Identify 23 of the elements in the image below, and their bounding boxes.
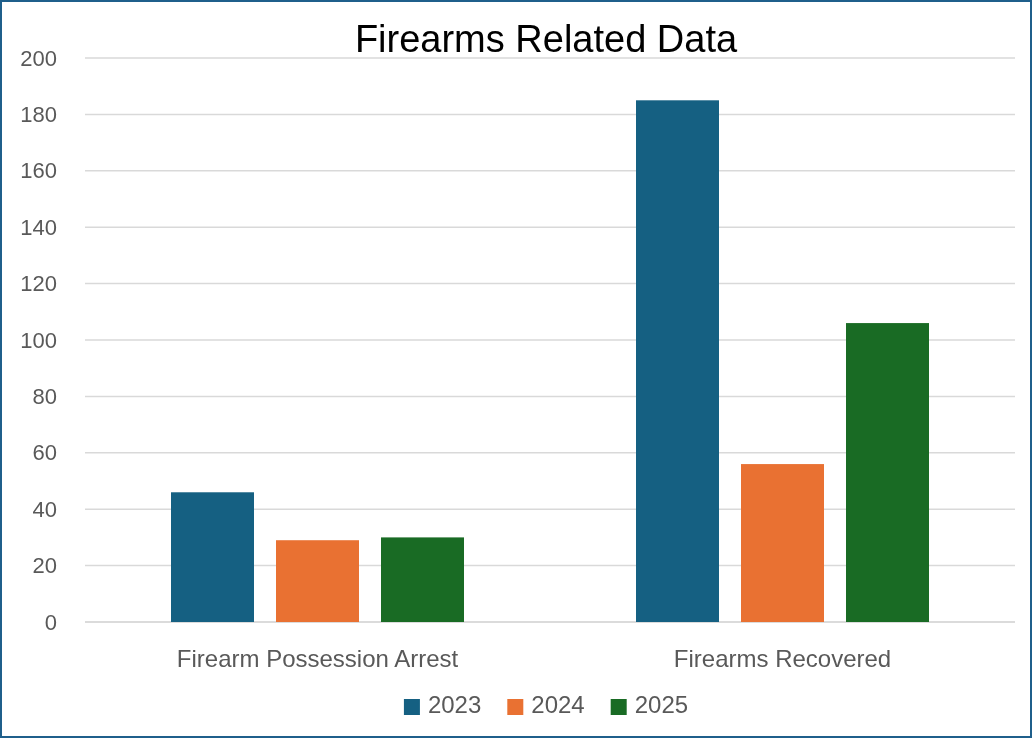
legend-label: 2025 (634, 691, 689, 718)
legend-label: 2023 (427, 691, 482, 718)
bar (381, 537, 464, 622)
y-tick-label: 140 (20, 214, 57, 240)
bar (741, 464, 824, 622)
y-tick-label: 80 (32, 383, 57, 409)
legend-label: 2024 (531, 691, 585, 718)
bar (636, 100, 719, 622)
y-tick-label: 60 (32, 440, 57, 466)
bar (846, 323, 929, 622)
y-tick-label: 0 (44, 609, 57, 635)
y-tick-label: 160 (20, 158, 57, 184)
chart-title: Firearms Related Data (354, 18, 738, 60)
y-tick-label: 120 (20, 271, 57, 297)
y-tick-label: 100 (20, 327, 57, 353)
y-tick-label: 20 (32, 553, 57, 579)
y-tick-label: 40 (32, 496, 57, 522)
y-tick-label: 200 (20, 45, 57, 71)
bar (276, 540, 359, 622)
y-tick-label: 180 (20, 101, 57, 127)
bar (171, 492, 254, 622)
x-tick-label: Firearms Recovered (673, 645, 892, 673)
x-tick-label: Firearm Possession Arrest (176, 645, 459, 673)
